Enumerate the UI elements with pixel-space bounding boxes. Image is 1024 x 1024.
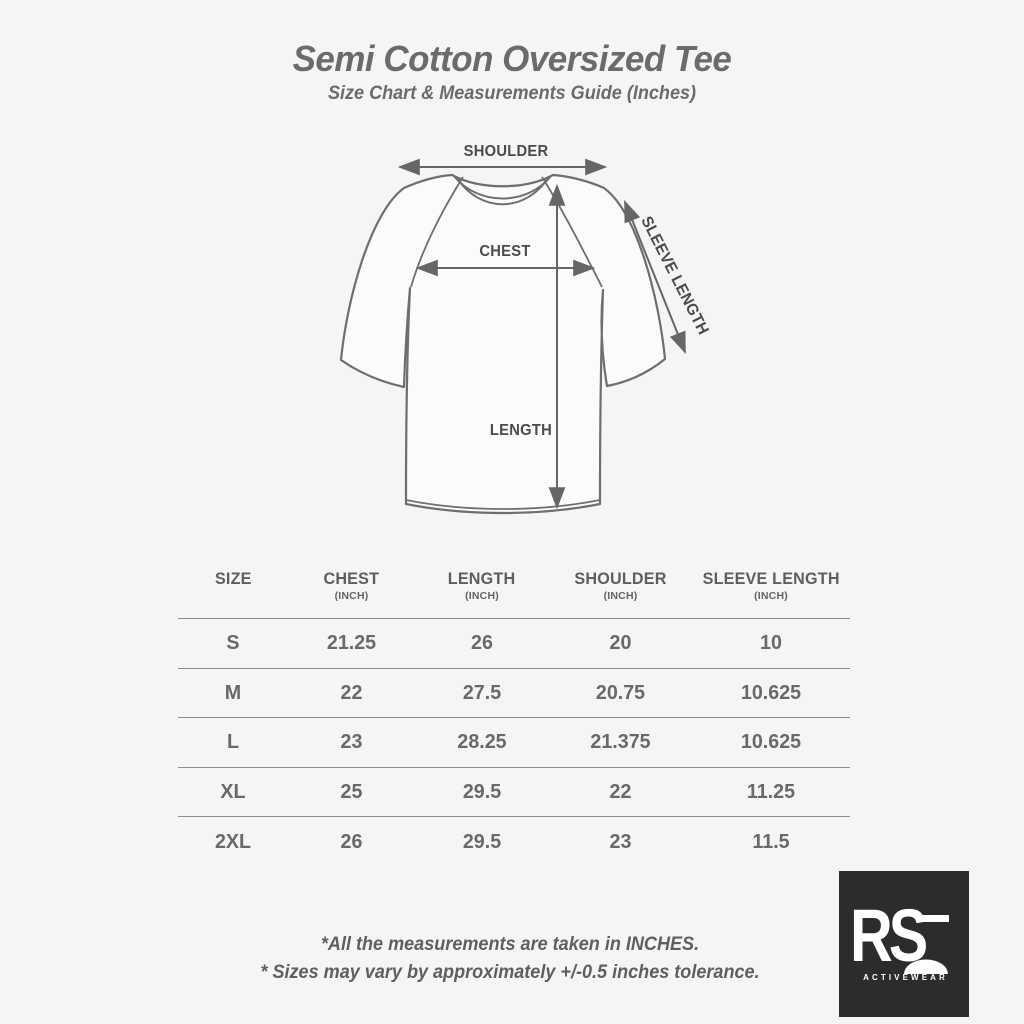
logo-s-top-bar — [920, 915, 949, 922]
cell-shoulder: 23 — [609, 829, 632, 853]
column-header-label: SIZE — [214, 569, 252, 588]
cell-sleeve-length: 10.625 — [740, 680, 802, 704]
chest-label: CHEST — [479, 243, 531, 260]
column-header-length: LENGTH (INCH) — [415, 560, 549, 618]
table-row-2xl: 2XL 26 29.5 23 11.5 — [178, 816, 850, 866]
note-size-tolerance: * Sizes may vary by approximately +/-0.5… — [260, 962, 760, 983]
column-header-sleeve-length: SLEEVE LENGTH (INCH) — [692, 560, 850, 618]
cell-chest: 21.25 — [326, 631, 377, 655]
cell-size: 2XL — [214, 829, 252, 853]
note-measurements-inches: *All the measurements are taken in INCHE… — [320, 934, 700, 955]
cell-chest: 26 — [340, 829, 363, 853]
column-header-unit: (INCH) — [603, 590, 638, 602]
cell-sleeve-length: 11.5 — [752, 829, 790, 853]
cell-shoulder: 20 — [609, 631, 632, 655]
column-header-label: SHOULDER — [574, 569, 667, 588]
cell-length: 29.5 — [462, 829, 502, 853]
column-header-size: SIZE — [178, 560, 288, 618]
cell-shoulder: 20.75 — [595, 680, 646, 704]
cell-chest: 23 — [340, 730, 363, 754]
cell-length: 26 — [471, 631, 493, 655]
hem-line — [405, 499, 601, 510]
logo-s-bottom-dome — [904, 959, 948, 974]
cell-shoulder: 22 — [609, 780, 632, 804]
table-row-xl: XL 25 29.5 22 11.25 — [178, 766, 850, 817]
column-header-unit: (INCH) — [465, 590, 499, 602]
column-header-shoulder: SHOULDER (INCH) — [549, 560, 692, 618]
table-header-row: SIZE CHEST (INCH) LENGTH (INCH) SHOULDER… — [178, 560, 850, 618]
cell-chest: 22 — [340, 680, 363, 704]
brand-logo: RS ACTIVEWEAR — [839, 871, 969, 1017]
page-subtitle: Size Chart & Measurements Guide (Inches) — [327, 83, 697, 104]
page-title: Semi Cotton Oversized Tee — [292, 38, 732, 79]
brand-logo-monogram: RS — [850, 894, 928, 977]
column-header-label: CHEST — [323, 569, 380, 588]
cell-size: M — [224, 680, 242, 704]
length-label: LENGTH — [489, 422, 553, 439]
collar-band-inner — [456, 177, 549, 206]
cell-shoulder: 21.375 — [590, 730, 651, 754]
cell-size: S — [226, 631, 240, 655]
table-row-l: L 23 28.25 21.375 10.625 — [178, 717, 850, 767]
table-row-s: S 21.25 26 20 10 — [178, 618, 850, 668]
column-header-label: SLEEVE LENGTH — [702, 569, 840, 588]
cell-length: 28.25 — [457, 730, 507, 754]
shoulder-label: SHOULDER — [463, 143, 549, 160]
size-chart-table: SIZE CHEST (INCH) LENGTH (INCH) SHOULDER… — [178, 560, 850, 866]
cell-length: 27.5 — [462, 680, 502, 704]
column-header-unit: (INCH) — [754, 590, 788, 602]
cell-chest: 25 — [340, 780, 363, 804]
cell-size: XL — [220, 780, 246, 804]
sleeve-length-arrow — [624, 199, 686, 355]
measurement-notes: *All the measurements are taken in INCHE… — [0, 931, 1020, 987]
brand-logo-accents — [904, 915, 949, 974]
tshirt-outline — [339, 173, 667, 515]
cell-sleeve-length: 11.25 — [746, 780, 796, 804]
table-row-m: M 22 27.5 20.75 10.625 — [178, 667, 850, 718]
column-header-chest: CHEST (INCH) — [288, 560, 415, 618]
cell-size: L — [226, 730, 240, 754]
cell-sleeve-length: 10.625 — [740, 730, 802, 754]
left-shoulder-seam — [410, 176, 464, 288]
cell-sleeve-length: 10 — [760, 631, 782, 655]
column-header-label: LENGTH — [448, 569, 516, 588]
brand-logo-tagline: ACTIVEWEAR — [863, 973, 948, 982]
cell-length: 29.5 — [462, 780, 502, 804]
column-header-unit: (INCH) — [334, 590, 369, 602]
